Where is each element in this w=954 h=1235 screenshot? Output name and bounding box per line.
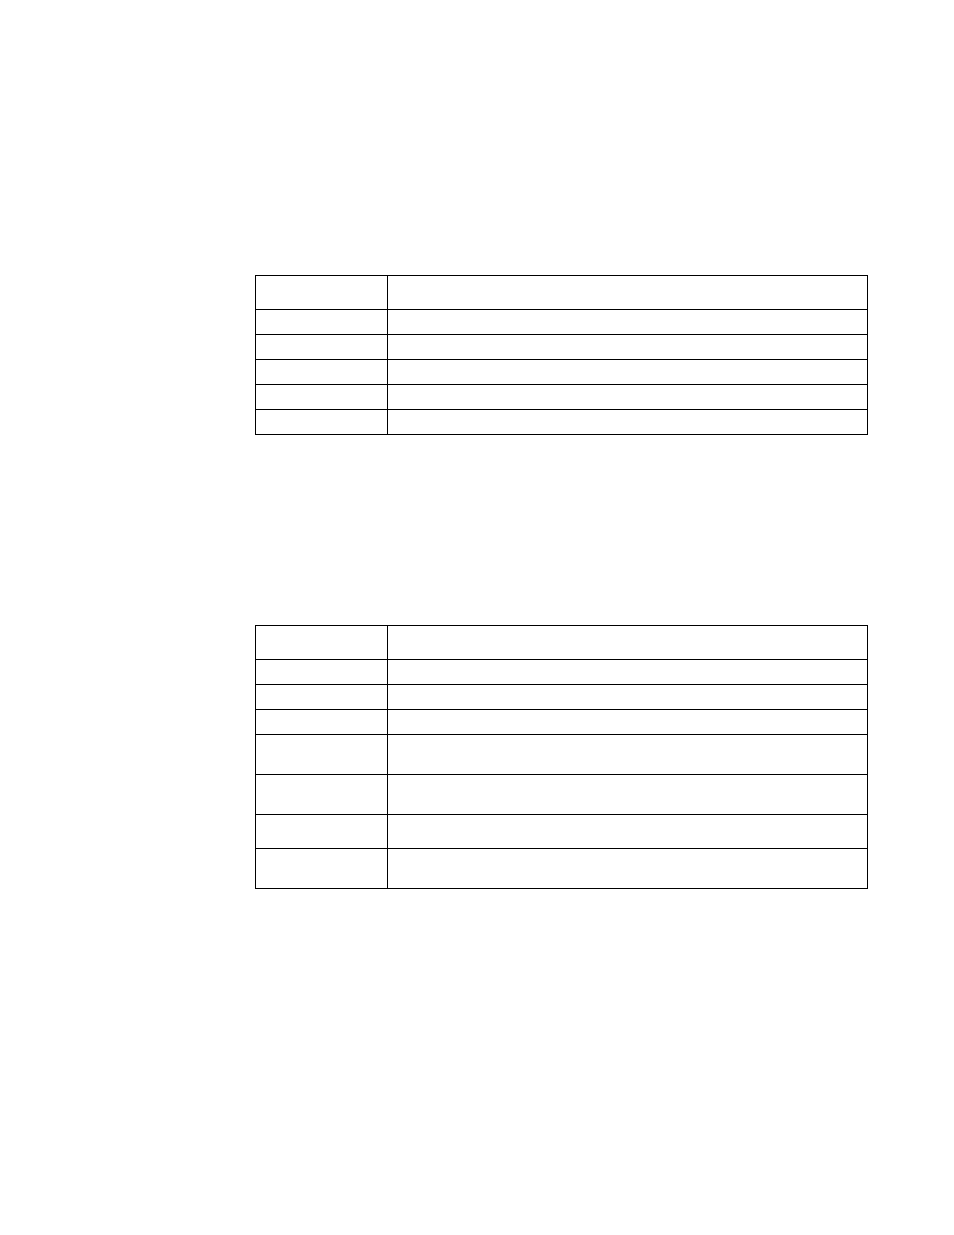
table-1-cell bbox=[256, 360, 388, 385]
table-2-row bbox=[256, 685, 868, 710]
table-2-row bbox=[256, 815, 868, 849]
table-2 bbox=[255, 625, 868, 889]
table-2-cell bbox=[256, 849, 388, 889]
table-2-cell bbox=[256, 815, 388, 849]
table-1-row bbox=[256, 360, 868, 385]
table-2-cell bbox=[388, 735, 868, 775]
table-1-cell bbox=[256, 310, 388, 335]
table-2-cell bbox=[388, 775, 868, 815]
table-2-cell bbox=[388, 849, 868, 889]
table-2-cell bbox=[256, 735, 388, 775]
table-2-cell bbox=[388, 660, 868, 685]
table-1-cell bbox=[256, 385, 388, 410]
table-2-row bbox=[256, 775, 868, 815]
table-2-cell bbox=[388, 815, 868, 849]
table-1-cell bbox=[388, 310, 868, 335]
table-2-cell bbox=[256, 626, 388, 660]
table-1-cell bbox=[388, 385, 868, 410]
table-2-cell bbox=[388, 626, 868, 660]
table-1-cell bbox=[256, 276, 388, 310]
table-1-row bbox=[256, 410, 868, 435]
table-1-cell bbox=[388, 360, 868, 385]
table-1-cell bbox=[388, 335, 868, 360]
table-1-row bbox=[256, 276, 868, 310]
table-2-cell bbox=[256, 775, 388, 815]
table-1 bbox=[255, 275, 868, 435]
table-2-cell bbox=[256, 685, 388, 710]
table-1-cell bbox=[388, 276, 868, 310]
table-2-cell bbox=[256, 710, 388, 735]
document-page bbox=[0, 0, 954, 1235]
table-1-cell bbox=[388, 410, 868, 435]
table-1-row bbox=[256, 385, 868, 410]
table-2-row bbox=[256, 660, 868, 685]
table-2-row bbox=[256, 735, 868, 775]
table-2-row bbox=[256, 626, 868, 660]
table-2-cell bbox=[388, 710, 868, 735]
table-1-row bbox=[256, 335, 868, 360]
table-2-cell bbox=[256, 660, 388, 685]
table-1-row bbox=[256, 310, 868, 335]
table-1-cell bbox=[256, 410, 388, 435]
table-2-row bbox=[256, 710, 868, 735]
table-2-cell bbox=[388, 685, 868, 710]
table-2-row bbox=[256, 849, 868, 889]
table-1-cell bbox=[256, 335, 388, 360]
